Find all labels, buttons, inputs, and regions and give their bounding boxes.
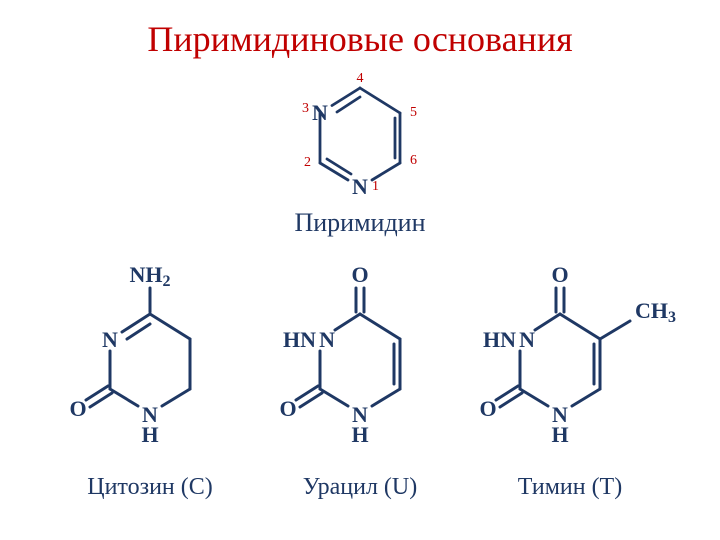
uracil-label: Урацил (U) bbox=[260, 474, 460, 501]
atom-O: O bbox=[351, 262, 368, 287]
thymine-structure: HN N N H O O CH3 bbox=[460, 254, 700, 479]
pos-num-6: 6 bbox=[410, 153, 417, 168]
atom-O: O bbox=[479, 396, 496, 421]
pos-num-3: 3 bbox=[302, 101, 309, 116]
pos-num-1: 1 bbox=[372, 179, 379, 194]
pos-num-2: 2 bbox=[304, 155, 311, 170]
atom-NH2: NH2 bbox=[130, 262, 171, 290]
atom-CH3: CH3 bbox=[635, 298, 676, 326]
cytosine-structure: N N H O NH2 bbox=[50, 254, 250, 479]
uracil-structure: HN N N H O O bbox=[260, 254, 460, 479]
atom-O: O bbox=[69, 396, 86, 421]
atom-HN-N: N bbox=[519, 327, 535, 352]
molecule-row: N N H O NH2 bbox=[0, 254, 720, 494]
atom-H: H bbox=[141, 422, 158, 447]
atom-O: O bbox=[279, 396, 296, 421]
slide-title: Пиримидиновые основания bbox=[0, 18, 720, 60]
atom-N: N bbox=[312, 100, 328, 125]
atom-N: N bbox=[352, 174, 368, 199]
atom-O: O bbox=[551, 262, 568, 287]
atom-H: H bbox=[551, 422, 568, 447]
atom-N: N bbox=[102, 327, 118, 352]
cytosine-label: Цитозин (C) bbox=[50, 474, 250, 501]
atom-HN-N: N bbox=[319, 327, 335, 352]
atom-H: H bbox=[351, 422, 368, 447]
atom-HN: HN bbox=[483, 327, 516, 352]
atom-HN: HN bbox=[283, 327, 316, 352]
pyrimidine-structure: N N 1 2 3 4 5 6 bbox=[0, 68, 720, 213]
pos-num-5: 5 bbox=[410, 105, 417, 120]
pyrimidine-label: Пиримидин bbox=[0, 208, 720, 238]
thymine-label: Тимин (T) bbox=[470, 474, 670, 501]
pos-num-4: 4 bbox=[357, 71, 364, 86]
